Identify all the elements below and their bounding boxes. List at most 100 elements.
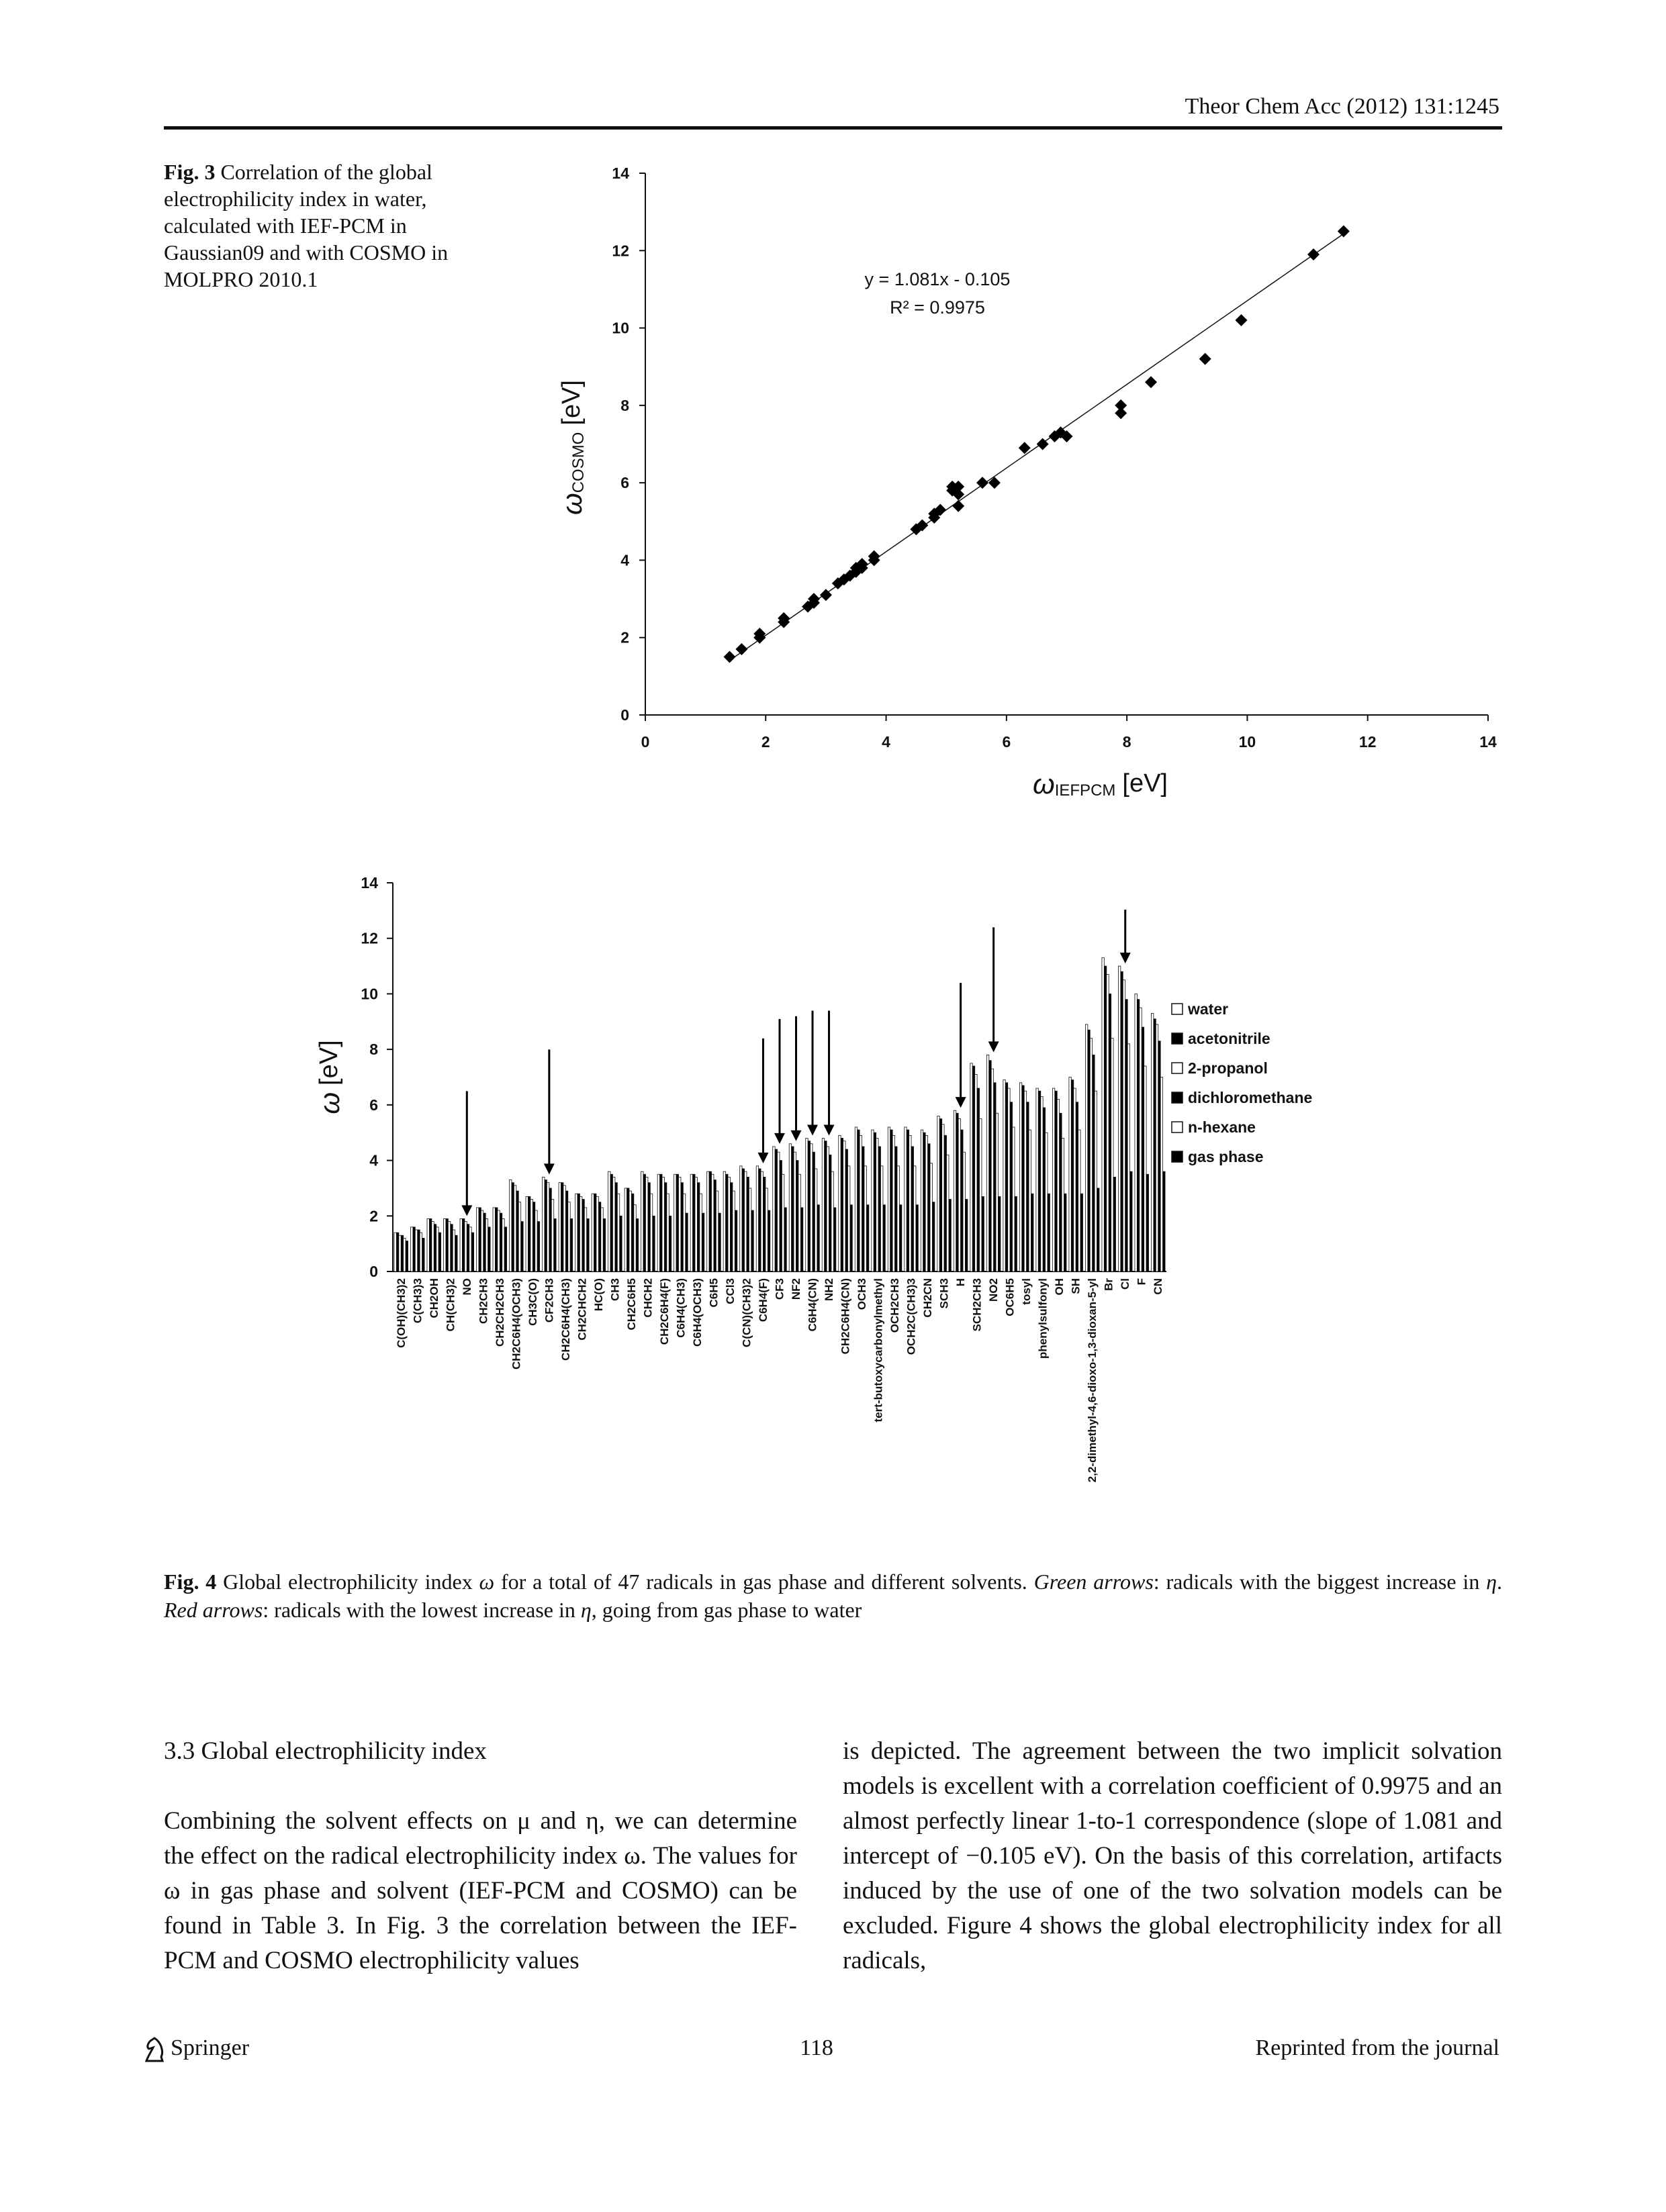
bar	[657, 1173, 660, 1272]
x-tick-label: tert-butoxycarbonylmethyl	[872, 1278, 885, 1422]
publisher-logo	[144, 2037, 165, 2062]
bar	[725, 1173, 729, 1272]
bar	[755, 1165, 759, 1272]
x-tick-label: OCH2C(CH3)3	[905, 1278, 918, 1355]
bar	[1031, 1193, 1034, 1272]
bar	[497, 1210, 500, 1272]
x-tick-label: 4	[882, 733, 890, 751]
bar	[960, 1129, 964, 1272]
bar	[1103, 965, 1107, 1272]
data-point	[723, 651, 736, 663]
bar	[553, 1218, 557, 1272]
x-tick-label: CF2CH3	[543, 1278, 555, 1323]
bar	[608, 1171, 611, 1272]
caption-text: Green arrows	[1033, 1570, 1154, 1594]
bar	[993, 1082, 997, 1272]
bar	[591, 1193, 594, 1272]
bar	[616, 1193, 620, 1272]
bar	[939, 1118, 943, 1272]
x-tick-label: OH	[1053, 1278, 1066, 1296]
bar	[598, 1202, 602, 1272]
bar	[485, 1218, 489, 1272]
bar	[1141, 1026, 1145, 1272]
data-point	[1115, 399, 1127, 412]
data-point	[952, 488, 965, 501]
axis-subscript: COSMO	[569, 432, 588, 493]
y-tick-label: 8	[620, 397, 629, 414]
bar	[1089, 1038, 1093, 1272]
bar	[941, 1124, 945, 1272]
bar	[502, 1218, 505, 1272]
bar	[676, 1173, 679, 1272]
bar	[528, 1196, 531, 1272]
bar	[866, 1204, 870, 1272]
x-tick-label: F	[1136, 1278, 1148, 1285]
bar	[1129, 1171, 1133, 1272]
bar	[1028, 1129, 1031, 1272]
bar	[694, 1176, 698, 1272]
caption-text: Correlation of the global electrophilici…	[164, 160, 449, 291]
bar	[953, 1110, 957, 1272]
bar	[876, 1138, 879, 1272]
bar	[1035, 1088, 1039, 1272]
data-point	[952, 499, 965, 512]
bar	[542, 1176, 545, 1272]
bar	[1153, 1018, 1156, 1272]
bar	[843, 1141, 846, 1272]
caption-text: .	[1497, 1570, 1503, 1594]
y-tick-label: 6	[369, 1096, 378, 1114]
caption-text: , going from gas phase to water	[591, 1598, 862, 1622]
bar	[563, 1185, 566, 1272]
data-point	[988, 477, 1001, 489]
bar	[1101, 957, 1105, 1272]
bar	[476, 1207, 479, 1272]
bar	[1054, 1090, 1058, 1272]
bar	[1108, 994, 1112, 1272]
bar	[727, 1176, 731, 1272]
bar	[1146, 1173, 1149, 1272]
bar	[499, 1212, 503, 1272]
bar	[602, 1218, 606, 1272]
bar	[706, 1171, 710, 1272]
bar	[878, 1146, 881, 1272]
x-tick-label: CH2C6H5	[625, 1278, 638, 1330]
bar	[784, 1207, 787, 1272]
y-tick-label: 6	[620, 474, 629, 491]
bar	[873, 1132, 877, 1272]
arrow-head	[461, 1205, 473, 1216]
caption-text: : radicals with the lowest increase in	[263, 1598, 581, 1622]
bar	[530, 1199, 533, 1272]
bar	[751, 1210, 754, 1272]
bar	[410, 1227, 414, 1272]
y-tick-label: 2	[369, 1207, 378, 1224]
bar	[817, 1204, 820, 1272]
bar	[958, 1118, 962, 1272]
bar	[455, 1235, 458, 1272]
bar	[586, 1218, 590, 1272]
bar	[668, 1215, 672, 1272]
bar	[661, 1176, 665, 1272]
bar	[849, 1204, 853, 1272]
bar	[943, 1135, 947, 1272]
bar	[596, 1196, 599, 1272]
bar	[1162, 1171, 1166, 1272]
bar	[979, 1118, 982, 1272]
y-tick-label: 4	[369, 1152, 378, 1169]
bar	[685, 1212, 688, 1272]
y-tick-label: 4	[620, 551, 629, 569]
x-tick-label: 10	[1239, 733, 1256, 751]
x-tick-label: NO	[461, 1278, 473, 1296]
y-tick-label: 0	[369, 1263, 378, 1280]
figure-3-caption: Fig. 3 Correlation of the global electro…	[164, 158, 479, 293]
legend-label: water	[1187, 1000, 1228, 1018]
bar	[674, 1173, 677, 1272]
data-point	[868, 550, 880, 563]
data-point	[1115, 407, 1127, 420]
bar	[906, 1129, 910, 1272]
y-tick-label: 14	[361, 874, 378, 892]
legend-swatch	[1171, 1151, 1183, 1163]
bar	[584, 1207, 588, 1272]
figure-label: Fig. 4	[164, 1570, 217, 1594]
bar	[635, 1218, 639, 1272]
bar	[948, 1199, 952, 1272]
